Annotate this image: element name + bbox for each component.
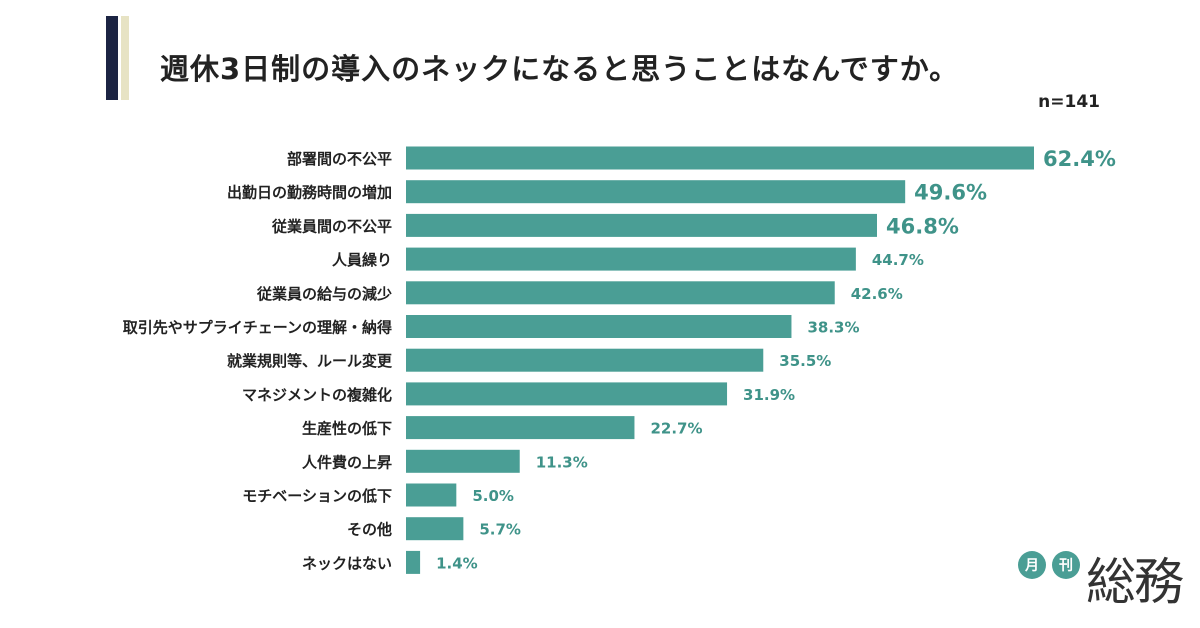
brand-wordmark: 総務 xyxy=(1086,553,1184,611)
bar xyxy=(406,517,464,541)
category-label: 人員繰り xyxy=(332,251,392,269)
value-label: 38.3% xyxy=(807,319,859,337)
category-label: 取引先やサプライチェーンの理解・納得 xyxy=(123,319,392,337)
category-label: ネックはない xyxy=(302,554,392,572)
value-label: 44.7% xyxy=(872,251,924,269)
title-accent-bar xyxy=(106,16,118,100)
category-label: 出勤日の勤務時間の増加 xyxy=(227,184,392,202)
bar xyxy=(406,146,1034,170)
value-label: 42.6% xyxy=(851,285,903,303)
category-label: 就業規則等、ルール変更 xyxy=(227,352,393,370)
category-label: マネジメントの複雑化 xyxy=(242,386,392,404)
bar xyxy=(406,416,635,440)
brand-circle-month: 月 xyxy=(1018,551,1046,579)
sample-size: n=141 xyxy=(1038,92,1100,112)
value-label: 35.5% xyxy=(779,352,831,370)
value-label: 31.9% xyxy=(743,386,795,404)
bar xyxy=(406,348,764,372)
title-accent-stripe xyxy=(121,16,129,100)
category-label: 生産性の低下 xyxy=(302,420,392,438)
value-label: 11.3% xyxy=(536,453,588,471)
bar xyxy=(406,213,877,237)
brand-circle-publish: 刊 xyxy=(1052,551,1080,579)
category-label: 部署間の不公平 xyxy=(287,150,392,168)
category-label: 人件費の上昇 xyxy=(302,453,392,471)
value-label: 5.7% xyxy=(479,521,521,539)
bar xyxy=(406,382,728,406)
bar xyxy=(406,449,520,473)
value-label: 46.8% xyxy=(886,214,959,238)
bar xyxy=(406,281,835,305)
bar xyxy=(406,550,421,574)
category-label: 従業員間の不公平 xyxy=(271,217,392,235)
brand-logo: 月 刊 総務 xyxy=(1018,548,1188,612)
category-label: 従業員の給与の減少 xyxy=(256,285,392,303)
value-label: 1.4% xyxy=(436,554,478,572)
bar xyxy=(406,247,856,271)
value-label: 22.7% xyxy=(650,420,702,438)
category-label: モチベーションの低下 xyxy=(242,487,392,505)
bar xyxy=(406,315,792,338)
value-label: 5.0% xyxy=(472,487,514,505)
value-label: 49.6% xyxy=(914,181,987,205)
chart-title: 週休3日制の導入のネックになると思うことはなんですか。 xyxy=(160,52,960,86)
bar xyxy=(406,180,906,204)
value-label: 62.4% xyxy=(1043,147,1116,171)
category-label: その他 xyxy=(347,521,392,539)
bar xyxy=(406,483,457,507)
